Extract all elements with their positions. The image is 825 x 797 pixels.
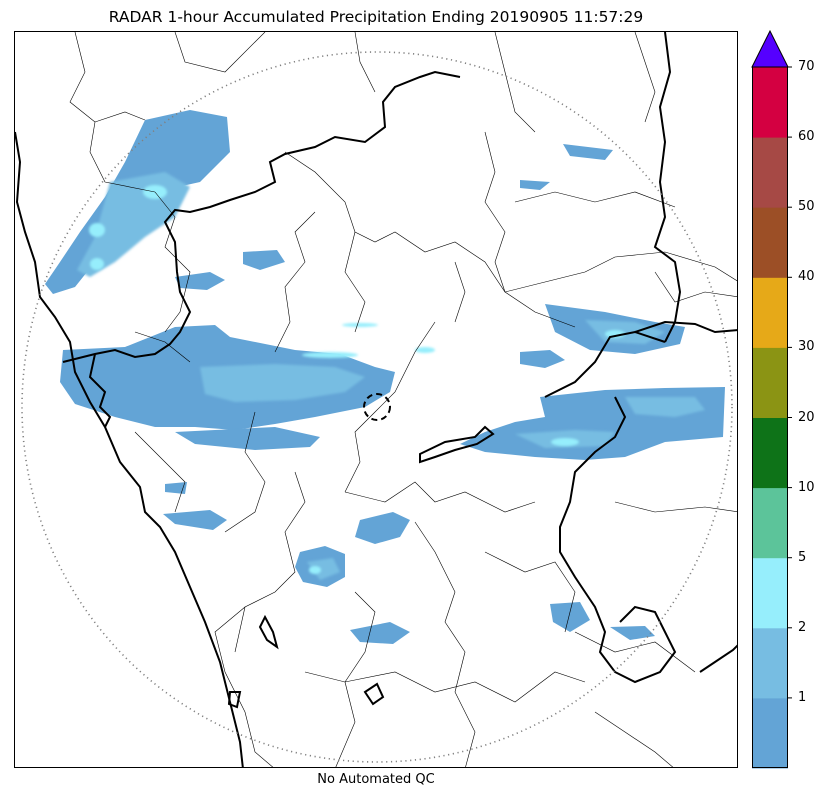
precip-moderate-rain bbox=[77, 172, 705, 580]
colorbar-tick-label: 20 bbox=[798, 409, 815, 425]
colorbar-bin-50-60 bbox=[752, 137, 788, 208]
colorbar-tick-label: 1 bbox=[798, 689, 807, 705]
radar-map-canvas bbox=[15, 32, 737, 767]
colorbar-bin-0-1 bbox=[752, 697, 788, 769]
colorbar-tick-label: 5 bbox=[798, 549, 807, 565]
map-title: RADAR 1-hour Accumulated Precipitation E… bbox=[108, 8, 644, 26]
colorbar-tick-label: 10 bbox=[798, 479, 815, 495]
colorbar-tick-label: 50 bbox=[798, 199, 815, 215]
colorbar-bin-20-30 bbox=[752, 347, 788, 418]
colorbar-over-range-triangle bbox=[751, 29, 789, 68]
colorbar-tick-label: 30 bbox=[798, 339, 815, 355]
colorbar-bin-2-5 bbox=[752, 557, 788, 629]
colorbar-bin-1-2 bbox=[752, 627, 788, 699]
radar-range-ring bbox=[21, 51, 733, 763]
colorbar-tick-label: 70 bbox=[798, 59, 815, 74]
colorbar-tick-label: 2 bbox=[798, 619, 807, 635]
colorbar-bin-30-40 bbox=[752, 277, 788, 348]
qc-status-label: No Automated QC bbox=[317, 772, 435, 787]
colorbar-svg bbox=[751, 29, 792, 769]
colorbar-bin-40-50 bbox=[752, 207, 788, 278]
state-boundaries bbox=[15, 32, 737, 767]
radar-map bbox=[14, 31, 738, 768]
precipitation-colorbar bbox=[751, 29, 792, 769]
colorbar-bin-10-20 bbox=[752, 417, 788, 489]
colorbar-tick-label: 40 bbox=[798, 269, 815, 285]
colorbar-frame bbox=[752, 66, 788, 768]
colorbar-bin-5-10 bbox=[752, 487, 788, 559]
colorbar-tick-label: 60 bbox=[798, 129, 815, 145]
colorbar-bin-60-70 bbox=[752, 67, 788, 138]
radar-site-marker bbox=[363, 393, 391, 421]
